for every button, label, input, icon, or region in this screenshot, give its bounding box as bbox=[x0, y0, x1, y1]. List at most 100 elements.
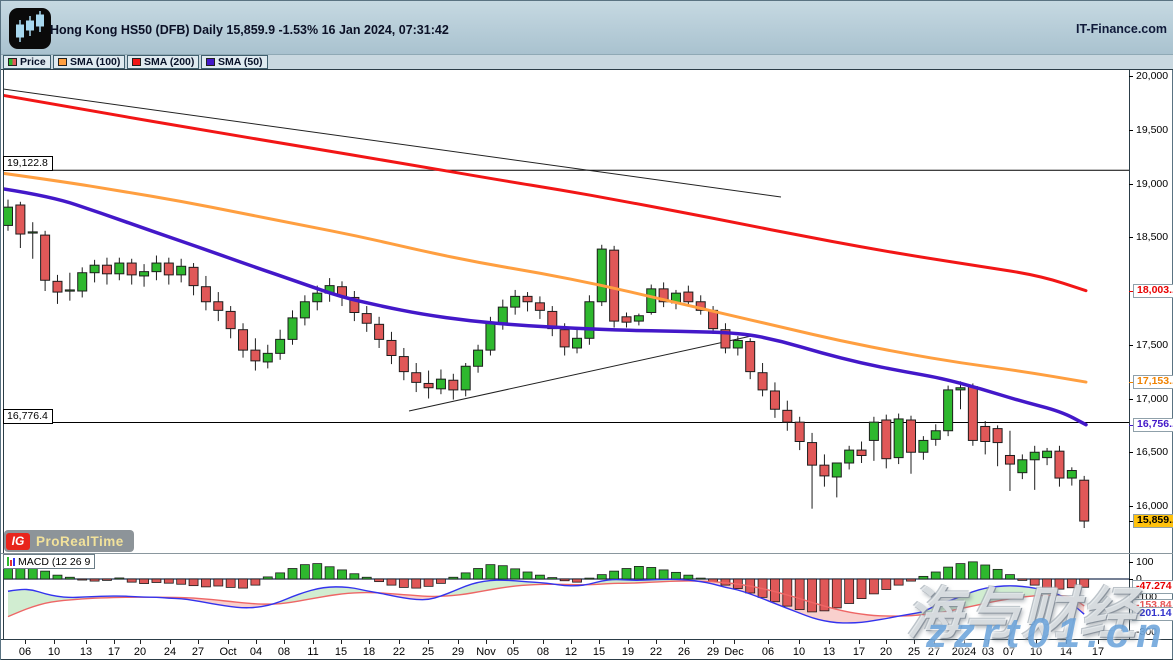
macd-mini-icon bbox=[7, 557, 15, 566]
time-tick-label: 24 bbox=[163, 646, 177, 658]
candle-body bbox=[1066, 470, 1077, 479]
instrument-title: Hong Kong HS50 (DFB) Daily 15,859.9 -1.5… bbox=[50, 23, 449, 37]
candle-body bbox=[522, 295, 533, 303]
candle-body bbox=[398, 356, 409, 373]
macd-hist-bar bbox=[559, 578, 570, 582]
candle-body bbox=[572, 337, 583, 349]
time-tick-label: 17 bbox=[852, 646, 866, 658]
candle-body bbox=[967, 386, 978, 441]
time-tick bbox=[1098, 640, 1099, 644]
macd-hist-bar bbox=[411, 578, 422, 589]
macd-hist-bar bbox=[930, 571, 941, 580]
time-tick bbox=[599, 640, 600, 644]
candle-body bbox=[460, 365, 471, 391]
macd-hist-bar bbox=[584, 577, 595, 580]
macd-hist-bar bbox=[844, 578, 855, 604]
macd-hist-bar bbox=[436, 578, 446, 584]
macd-hist-bar bbox=[1079, 578, 1090, 588]
legend-button-sma-200[interactable]: SMA (200) bbox=[127, 55, 200, 69]
time-tick bbox=[571, 640, 572, 644]
macd-hist-bar bbox=[510, 568, 521, 580]
time-tick-label: 17 bbox=[107, 646, 121, 658]
app-logo-icon bbox=[9, 8, 51, 49]
macd-hist-bar bbox=[683, 574, 694, 580]
candles-layer bbox=[4, 199, 1090, 529]
candle-body bbox=[225, 310, 236, 330]
macd-hist-bar bbox=[40, 570, 51, 580]
price-tick-label: 19,500 bbox=[1136, 123, 1169, 136]
macd-label-text: MACD (12 26 9 bbox=[18, 555, 91, 568]
candle-body bbox=[52, 280, 63, 293]
macd-hist-bar bbox=[955, 563, 966, 580]
time-tick-label: 15 bbox=[592, 646, 606, 658]
macd-hist-bar bbox=[448, 576, 459, 580]
time-tick bbox=[886, 640, 887, 644]
time-tick bbox=[284, 640, 285, 644]
candle-body bbox=[683, 291, 694, 303]
time-tick bbox=[684, 640, 685, 644]
macd-hist-bar bbox=[139, 578, 149, 584]
candle-body bbox=[510, 295, 521, 308]
macd-hist-bar bbox=[609, 570, 620, 580]
candle-body bbox=[262, 352, 273, 363]
candle-body bbox=[596, 248, 607, 303]
time-tick-label: 13 bbox=[822, 646, 836, 658]
axis-tick bbox=[1129, 521, 1133, 523]
time-tick bbox=[140, 640, 141, 644]
candle-body bbox=[1042, 450, 1053, 459]
candle-body bbox=[188, 266, 199, 287]
price-badge: 18,003.. bbox=[1133, 283, 1173, 298]
macd-hist-bar bbox=[102, 578, 112, 581]
candle-body bbox=[782, 409, 793, 423]
axis-tick bbox=[1129, 76, 1133, 77]
time-tick-label: 10 bbox=[1029, 646, 1043, 658]
macd-hist-bar bbox=[1005, 574, 1015, 580]
time-tick-label: Dec bbox=[724, 646, 744, 658]
candle-body bbox=[312, 292, 323, 303]
time-tick bbox=[313, 640, 314, 644]
macd-hist-bar bbox=[807, 578, 817, 613]
macd-hist-bar bbox=[943, 566, 954, 580]
macd-hist-bar bbox=[621, 568, 632, 580]
macd-hist-bar bbox=[497, 565, 508, 580]
time-tick-label: 27 bbox=[191, 646, 205, 658]
candle-body bbox=[881, 419, 892, 460]
macd-hist-bar bbox=[64, 576, 75, 580]
time-tick bbox=[829, 640, 830, 644]
time-tick-label: 10 bbox=[792, 646, 806, 658]
macd-hist-bar bbox=[869, 578, 879, 595]
macd-hist-bar bbox=[337, 569, 347, 580]
time-tick bbox=[341, 640, 342, 644]
time-tick-label: 05 bbox=[506, 646, 520, 658]
sma100-line bbox=[4, 171, 1088, 384]
time-tick-label: 14 bbox=[1059, 646, 1073, 658]
macd-panel-layer bbox=[4, 557, 1129, 624]
legend-label: SMA (100) bbox=[70, 56, 121, 68]
legend-button-sma-50[interactable]: SMA (50) bbox=[201, 55, 268, 69]
candle-body bbox=[200, 286, 211, 303]
time-tick-label: 20 bbox=[133, 646, 147, 658]
candle-body bbox=[299, 301, 310, 319]
macd-hist-bar bbox=[201, 578, 211, 588]
time-tick-label: 04 bbox=[249, 646, 263, 658]
macd-hist-bar bbox=[671, 571, 681, 580]
candle-body bbox=[275, 338, 286, 354]
candle-body bbox=[844, 449, 855, 464]
macd-hist-bar bbox=[831, 578, 842, 609]
candle-body bbox=[213, 301, 224, 311]
candle-body bbox=[473, 349, 484, 367]
panel-separator bbox=[1, 553, 1173, 554]
macd-indicator-label[interactable]: MACD (12 26 9 bbox=[3, 554, 96, 569]
candle-body bbox=[757, 372, 768, 391]
candle-body bbox=[1004, 454, 1015, 465]
macd-hist-bar bbox=[225, 578, 236, 588]
candle-body bbox=[646, 288, 657, 314]
axis-tick bbox=[1129, 561, 1133, 563]
time-tick bbox=[25, 640, 26, 644]
macd-hist-bar bbox=[361, 576, 372, 580]
legend-button-sma-100[interactable]: SMA (100) bbox=[53, 55, 126, 69]
macd-hist-bar bbox=[633, 566, 644, 580]
legend-button-price[interactable]: Price bbox=[3, 55, 51, 69]
time-tick-label: Nov bbox=[476, 646, 496, 658]
